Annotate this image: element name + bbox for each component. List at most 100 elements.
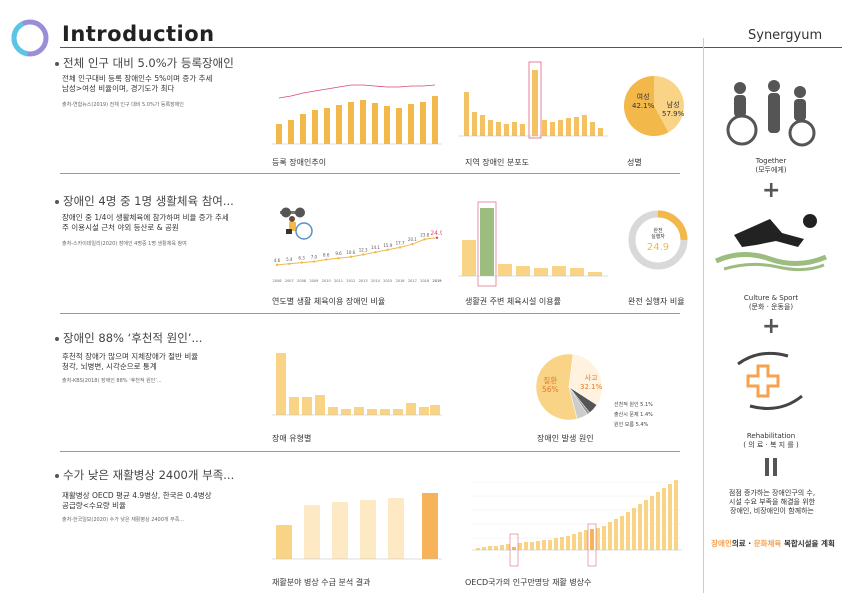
plus-icon-2: + (762, 314, 781, 339)
sports-value-label: 5.4 (286, 257, 293, 262)
sports-value-label: 8.6 (323, 253, 330, 258)
section-divider-2 (60, 313, 680, 314)
sports-year-label: 2015 (383, 279, 392, 283)
sports-year-label: 2017 (408, 279, 417, 283)
section-4-heading: 수가 낮은 재활병상 2400개 부족... (55, 467, 234, 483)
cause-slice (568, 386, 588, 420)
sports-year-label: 2012 (346, 279, 355, 283)
completion-label: 완전 실행자 (651, 228, 665, 240)
oecd-rehab-beds-chart (472, 480, 682, 567)
completion-arc (628, 210, 688, 270)
sports-point (374, 251, 377, 254)
sports-year-label: 2010 (322, 279, 331, 283)
sports-year-label: 2006 (273, 279, 282, 283)
cause-notes: 선천적 원인 5.1% 출산시 문제 1.4% 원인 모름 5.4% (614, 402, 653, 428)
sports-participation-line-chart: 4.6 2006 5.4 2007 6.3 2008 7.0 2009 8.6 2010 9.6 20… (273, 230, 442, 283)
section-4-body: 재활병상 OECD 평균 4.9병상, 한국은 0.4병상 공급량<수요량 비율 (62, 491, 212, 510)
sports-value-label: 4.6 (274, 258, 281, 263)
section-1-source: 출처-연합뉴스(2019) 전체 인구 대비 5.0%가 등록장애인 (62, 102, 184, 108)
caption-disability-type: 장애 유형별 (272, 434, 312, 443)
sports-point (312, 260, 316, 263)
plus-icon-1: + (762, 178, 781, 203)
gender-pie-chart (624, 76, 684, 136)
brand-name: Synergyum (748, 28, 823, 43)
disability-type-chart (272, 353, 442, 416)
section-1-heading: 전체 인구 대비 5.0%가 등록장애인 (55, 55, 234, 71)
page-title: Introduction (62, 22, 215, 46)
medical-hands-icon (737, 351, 803, 410)
sports-series-line (276, 237, 438, 266)
people-silhouette-icon (726, 80, 816, 147)
caption-sports-ratio: 연도별 생활 체육이용 장애인 비율 (272, 297, 386, 306)
section-3-source: 출처-KBS(2018) 장애인 88% ‘후천적 원인’... (62, 378, 162, 384)
accident-label: 사고 32.1% (580, 374, 603, 391)
sports-value-label: 12.3 (359, 248, 368, 253)
sports-point (411, 243, 414, 246)
swimmer-icon (714, 214, 827, 272)
male-label: 남성 57.9% (662, 101, 685, 118)
logo-ring-icon (11, 19, 49, 57)
disease-label: 질환 56% (542, 376, 559, 394)
sports-point (361, 253, 365, 256)
sidebar-divider (703, 38, 704, 593)
together-caption: Together (모두에게) (755, 157, 787, 174)
caption-completion: 완전 실행자 비율 (628, 297, 685, 306)
completion-ring-chart (628, 210, 688, 270)
rehab-bed-supply-chart (272, 493, 442, 560)
registered-trend-chart (272, 84, 442, 145)
equals-icon (763, 458, 779, 476)
culture-caption: Culture & Sport (문화 · 운동을) (743, 294, 799, 311)
section-1-body: 전체 인구대비 등록 장애인수 5%이며 증가 추세 남성>여성 비율이며, 경기… (62, 74, 213, 93)
sports-point (275, 263, 279, 267)
sports-year-label: 2014 (371, 279, 381, 283)
female-label: 여성 42.1% (632, 93, 655, 110)
caption-gender: 성별 (627, 158, 642, 167)
title-divider (60, 47, 842, 48)
sports-year-label: 2009 (309, 279, 318, 283)
sports-value-label: 9.6 (335, 251, 342, 256)
section-divider-3 (60, 451, 680, 452)
sports-value-label: 6.3 (298, 256, 305, 261)
caption-cause: 장애인 발생 원인 (537, 434, 594, 443)
sports-point (386, 248, 389, 251)
sports-value-label: 23.8 (420, 232, 429, 237)
sports-year-label: 2013 (359, 279, 368, 283)
sports-value-label: 10.6 (346, 250, 355, 255)
section-divider-1 (60, 173, 680, 174)
caption-registered-trend: 등록 장애인추이 (272, 158, 327, 167)
section-3-body: 후천적 장애가 많으며 지체장애가 절반 비율 청각, 뇌병변, 시각순으로 통계 (62, 352, 199, 371)
caption-regional-distribution: 지역 장애인 분포도 (465, 158, 529, 167)
caption-facility-usage: 생활권 주변 체육시설 이용률 (465, 297, 561, 306)
facility-usage-chart (458, 201, 608, 287)
archer-illustration (280, 207, 313, 240)
sports-point (300, 261, 303, 264)
sports-value-label: 15.9 (383, 243, 392, 248)
completion-value: 24.9 (646, 242, 670, 253)
sports-point (337, 257, 340, 260)
rehab-caption: Rehabilitation ( 의 료 · 복 지 를 ) (743, 432, 799, 449)
sports-point (398, 246, 402, 249)
cause-slice (535, 353, 578, 421)
sports-year-label: 2016 (396, 279, 405, 283)
sports-point (435, 236, 439, 239)
section-2-body: 장애인 중 1/4이 생활체육에 참가하며 비율 증가 추세 주 이용시설 근처 … (62, 213, 229, 232)
sidebar-description: 점점 증가하는 장애인구의 수, 시설 수요 부족을 해결을 위한 장애인, 비… (728, 489, 816, 515)
sports-point (288, 262, 291, 265)
sports-value-label: 17.7 (396, 240, 405, 245)
section-2-heading: 장애인 4명 중 1명 생활체육 참여... (55, 193, 234, 209)
caption-bed-supply: 재활분야 병상 수급 분석 결과 (272, 578, 371, 587)
sports-value-label: 24.9 (430, 230, 442, 237)
sports-year-label: 2008 (297, 279, 306, 283)
sports-year-label: 2018 (420, 279, 429, 283)
sports-year-label: 2011 (334, 279, 343, 283)
regional-distribution-chart (458, 61, 608, 139)
sports-value-label: 14.1 (371, 245, 380, 250)
sports-value-label: 20.1 (408, 237, 417, 242)
plan-statement: 장애인의료 · 문화체육 복합시설을 계획 (711, 539, 835, 548)
gender-male-slice (624, 76, 669, 136)
sports-point (349, 255, 353, 259)
sports-point (423, 238, 426, 241)
cause-pie-chart (535, 353, 603, 421)
sports-year-label: 2019 (433, 279, 442, 283)
sports-point (325, 258, 328, 261)
